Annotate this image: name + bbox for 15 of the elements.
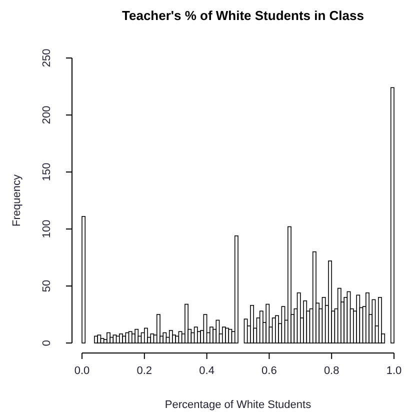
y-tick-label: 200 xyxy=(41,106,53,124)
y-tick-label: 100 xyxy=(41,220,53,238)
x-tick-label: 0.0 xyxy=(74,365,90,377)
y-tick-label: 250 xyxy=(41,48,53,68)
y-tick-label: 0 xyxy=(41,340,53,346)
chart-title: Teacher's % of White Students in Class xyxy=(122,8,364,23)
x-tick-label: 0.8 xyxy=(324,365,340,377)
y-axis-title: Frequency xyxy=(11,174,23,226)
x-axis-title: Percentage of White Students xyxy=(164,399,312,411)
x-tick-label: 0.2 xyxy=(136,365,152,377)
y-tick-label: 150 xyxy=(41,162,53,182)
x-tick-label: 0.4 xyxy=(199,365,214,377)
x-tick-label: 0.6 xyxy=(262,365,277,377)
x-tick-label: 1.0 xyxy=(386,365,402,377)
y-tick-label: 50 xyxy=(41,280,53,292)
